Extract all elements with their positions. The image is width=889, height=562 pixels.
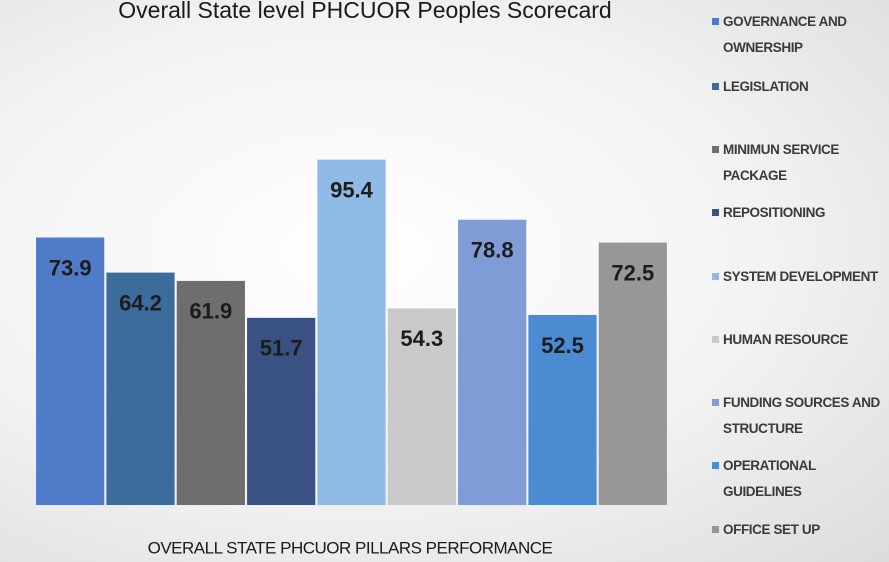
legend-item: HUMAN RESOURCE (712, 327, 887, 353)
legend-item: GOVERNANCE AND OWNERSHIP (712, 9, 887, 61)
chart-title: Overall State level PHCUOR Peoples Score… (118, 0, 611, 23)
legend-item: OPERATIONAL GUIDELINES (712, 453, 887, 505)
data-label: 64.2 (119, 290, 162, 315)
legend-item: MINIMUN SERVICE PACKAGE (712, 137, 887, 189)
legend-label: OPERATIONAL GUIDELINES (723, 458, 816, 499)
bar (387, 308, 456, 505)
data-label: 61.9 (189, 299, 232, 324)
bar (106, 272, 175, 505)
bar (36, 237, 105, 505)
legend-swatch (712, 336, 719, 343)
legend-item: OFFICE SET UP (712, 517, 887, 543)
bar (598, 242, 667, 506)
legend-label: LEGISLATION (723, 79, 809, 94)
data-label: 51.7 (260, 336, 303, 361)
bar (528, 314, 597, 505)
data-label: 78.8 (471, 238, 514, 263)
legend-label: OFFICE SET UP (723, 522, 820, 537)
legend-item: SYSTEM DEVELOPMENT (712, 264, 887, 290)
legend-label: MINIMUN SERVICE PACKAGE (723, 142, 840, 183)
legend-swatch (712, 18, 719, 25)
legend-swatch (712, 146, 719, 153)
bar (247, 317, 316, 505)
legend-label: GOVERNANCE AND OWNERSHIP (723, 14, 847, 55)
legend-swatch (712, 462, 719, 469)
bar (458, 219, 527, 505)
data-label: 73.9 (49, 255, 92, 280)
legend-item: LEGISLATION (712, 74, 887, 100)
legend-swatch (712, 399, 719, 406)
legend-swatch (712, 273, 719, 280)
legend-label: REPOSITIONING (723, 205, 826, 220)
legend-label: SYSTEM DEVELOPMENT (723, 269, 878, 284)
data-label: 72.5 (611, 260, 654, 285)
data-label: 95.4 (330, 177, 374, 202)
legend-item: REPOSITIONING (712, 200, 887, 226)
legend-swatch (712, 83, 719, 90)
legend-swatch (712, 526, 719, 533)
data-label: 54.3 (400, 326, 443, 351)
legend-item: FUNDING SOURCES AND STRUCTURE (712, 390, 887, 442)
legend-label: HUMAN RESOURCE (723, 332, 848, 347)
bar (176, 280, 245, 505)
legend-swatch (712, 209, 719, 216)
data-label: 52.5 (541, 333, 584, 358)
legend-label: FUNDING SOURCES AND STRUCTURE (723, 395, 880, 436)
x-axis-label: OVERALL STATE PHCUOR PILLARS PERFORMANCE (148, 538, 553, 557)
bar (317, 159, 386, 506)
